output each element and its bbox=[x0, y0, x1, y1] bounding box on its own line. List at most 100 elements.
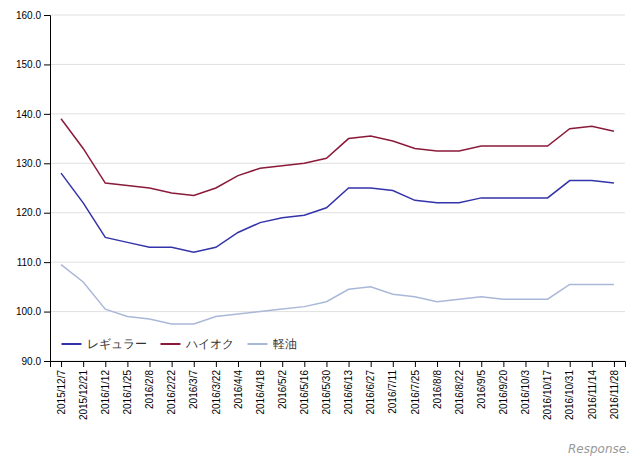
x-tick: 2016/9/20 bbox=[498, 361, 509, 415]
y-tick-label: 150.0 bbox=[16, 59, 41, 70]
x-tick-label: 2016/11/28 bbox=[609, 370, 620, 420]
x-tick-label: 2016/10/17 bbox=[542, 370, 553, 420]
x-tick-mark bbox=[548, 361, 549, 367]
x-tick: 2016/10/31 bbox=[564, 361, 575, 420]
x-tick: 2016/4/18 bbox=[255, 361, 266, 415]
x-tick-mark bbox=[326, 361, 327, 367]
x-tick: 2016/2/8 bbox=[144, 361, 155, 409]
y-tick-label: 100.0 bbox=[16, 306, 41, 317]
y-tick: 120.0 bbox=[16, 207, 50, 218]
x-tick-mark bbox=[304, 361, 305, 367]
y-axis: 90.0 100.0 110.0 120.0 130.0 140.0 150.0 160.0 bbox=[16, 10, 51, 367]
y-tick: 90.0 bbox=[22, 356, 50, 367]
x-tick-mark bbox=[437, 361, 438, 367]
legend-label: 軽油 bbox=[273, 337, 297, 351]
x-tick: 2016/5/16 bbox=[299, 361, 310, 415]
x-axis-line bbox=[51, 362, 626, 368]
x-tick-mark bbox=[503, 361, 504, 367]
x-tick: 2016/10/17 bbox=[542, 361, 553, 420]
y-tick-mark bbox=[44, 262, 50, 263]
x-tick-mark bbox=[194, 361, 195, 367]
x-tick-label: 2016/10/3 bbox=[520, 370, 531, 415]
x-tick-mark bbox=[150, 361, 151, 367]
chart: 90.0 100.0 110.0 120.0 130.0 140.0 150.0 160.0 2… bbox=[0, 0, 640, 461]
x-tick-label: 2016/5/2 bbox=[277, 370, 288, 409]
x-tick-mark bbox=[592, 361, 593, 367]
x-tick-mark bbox=[105, 361, 106, 367]
y-tick-mark bbox=[44, 15, 50, 16]
x-tick-label: 2016/6/13 bbox=[343, 370, 354, 415]
y-tick-mark bbox=[44, 163, 50, 164]
x-tick-mark bbox=[349, 361, 350, 367]
x-tick: 2016/9/5 bbox=[476, 361, 487, 409]
x-tick-mark bbox=[238, 361, 239, 367]
x-tick-mark bbox=[216, 361, 217, 367]
grid-line bbox=[50, 113, 625, 114]
y-tick: 100.0 bbox=[16, 306, 50, 317]
legend-item: ハイオク bbox=[161, 337, 234, 351]
x-tick: 2016/6/27 bbox=[365, 361, 376, 415]
x-tick: 2016/3/22 bbox=[211, 361, 222, 415]
y-tick-mark bbox=[44, 312, 50, 313]
x-tick-mark bbox=[570, 361, 571, 367]
x-tick-label: 2016/4/4 bbox=[233, 370, 244, 409]
legend-label: ハイオク bbox=[185, 337, 234, 351]
x-tick: 2016/5/30 bbox=[321, 361, 332, 415]
y-tick: 160.0 bbox=[16, 10, 50, 21]
y-tick: 110.0 bbox=[17, 257, 50, 268]
x-tick: 2016/8/8 bbox=[432, 361, 443, 409]
y-tick-mark bbox=[44, 64, 50, 65]
grid-line bbox=[50, 163, 625, 164]
x-tick: 2016/2/22 bbox=[166, 361, 177, 415]
x-tick-label: 2016/7/11 bbox=[387, 370, 398, 414]
x-tick-label: 2016/7/25 bbox=[410, 370, 421, 415]
x-tick-label: 2016/10/31 bbox=[564, 370, 575, 420]
x-tick-label: 2016/9/5 bbox=[476, 370, 487, 409]
x-tick: 2015/12/21 bbox=[78, 361, 89, 420]
lines bbox=[61, 119, 614, 324]
y-tick-mark bbox=[44, 213, 50, 214]
series-line bbox=[61, 265, 614, 324]
x-tick-label: 2015/12/7 bbox=[56, 370, 67, 415]
x-tick-mark bbox=[371, 361, 372, 367]
x-tick-label: 2016/9/20 bbox=[498, 370, 509, 415]
plot: 90.0 100.0 110.0 120.0 130.0 140.0 150.0 160.0 2… bbox=[16, 10, 626, 420]
series-line bbox=[61, 119, 614, 196]
grid-line bbox=[50, 311, 625, 312]
y-tick-label: 140.0 bbox=[16, 109, 41, 120]
y-tick-mark bbox=[44, 114, 50, 115]
x-tick-mark bbox=[61, 361, 62, 367]
x-tick: 2016/5/2 bbox=[277, 361, 288, 409]
x-axis: 2015/12/7 2015/12/21 2016/1/12 2016/1/25 201… bbox=[51, 361, 626, 420]
series-line bbox=[61, 173, 614, 252]
x-tick: 2016/3/7 bbox=[188, 361, 199, 409]
y-tick-label: 130.0 bbox=[16, 158, 41, 169]
x-tick: 2015/12/7 bbox=[56, 361, 67, 415]
x-tick: 2016/1/12 bbox=[100, 361, 111, 415]
x-tick-label: 2016/2/8 bbox=[144, 370, 155, 409]
x-tick-label: 2016/5/16 bbox=[299, 370, 310, 415]
x-tick-mark bbox=[127, 361, 128, 367]
legend-item: レギュラー bbox=[62, 337, 147, 351]
x-tick-mark bbox=[415, 361, 416, 367]
x-tick-label: 2016/3/7 bbox=[188, 370, 199, 409]
grid-line bbox=[50, 64, 625, 65]
x-tick: 2016/1/25 bbox=[122, 361, 133, 415]
x-tick-label: 2016/1/25 bbox=[122, 370, 133, 415]
x-tick-label: 2016/11/14 bbox=[587, 370, 598, 420]
x-tick-mark bbox=[481, 361, 482, 367]
x-tick-mark bbox=[393, 361, 394, 367]
x-tick-label: 2016/2/22 bbox=[166, 370, 177, 415]
legend-swatch bbox=[161, 343, 181, 345]
grid-line bbox=[50, 262, 625, 263]
y-tick: 130.0 bbox=[16, 158, 50, 169]
x-tick-label: 2016/1/12 bbox=[100, 370, 111, 415]
legend-label: レギュラー bbox=[87, 337, 147, 351]
x-tick-mark bbox=[614, 361, 615, 367]
y-tick: 150.0 bbox=[16, 59, 50, 70]
legend-swatch bbox=[62, 343, 82, 345]
x-tick: 2016/11/14 bbox=[587, 361, 598, 419]
x-tick: 2016/11/28 bbox=[609, 361, 620, 419]
x-tick-label: 2016/4/18 bbox=[255, 370, 266, 415]
x-tick-label: 2016/6/27 bbox=[365, 370, 376, 415]
